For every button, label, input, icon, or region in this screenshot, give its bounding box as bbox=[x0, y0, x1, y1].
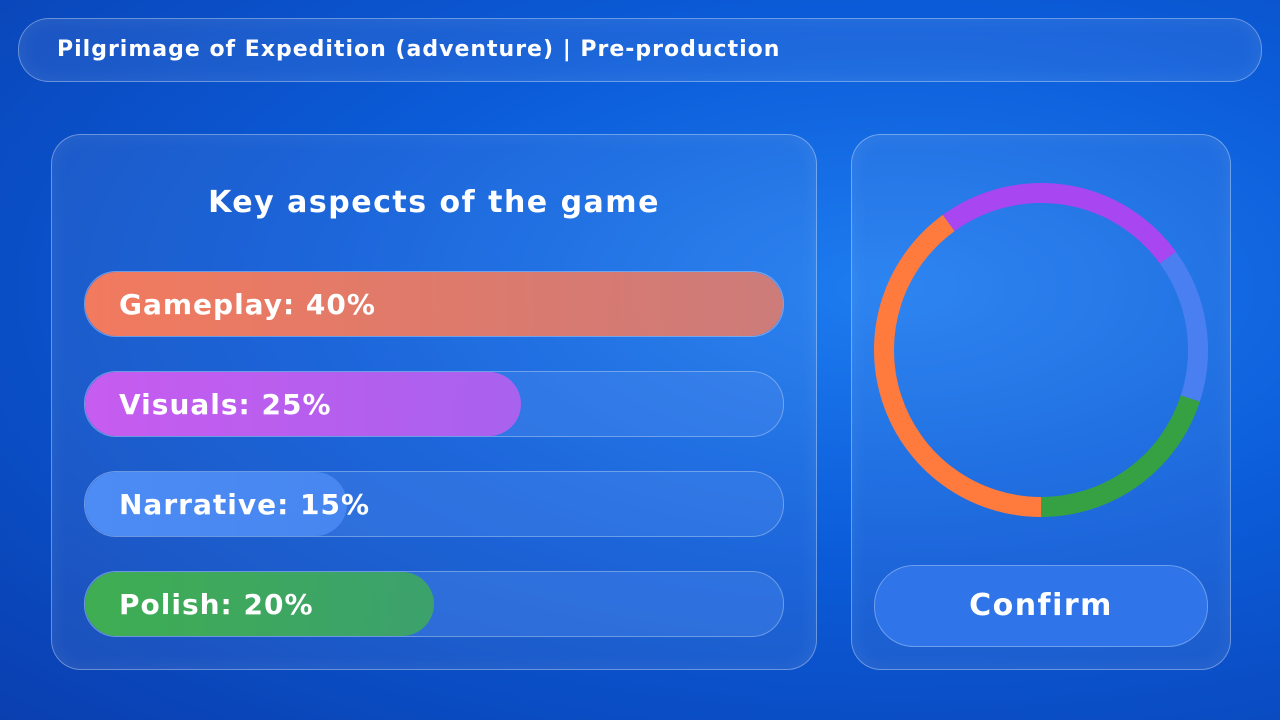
donut-segment bbox=[1159, 251, 1208, 402]
donut-chart bbox=[874, 183, 1208, 517]
bar-label: Visuals: 25% bbox=[119, 388, 332, 421]
bar-fill bbox=[85, 272, 783, 336]
donut-segment bbox=[1040, 395, 1200, 517]
bar-track: Polish: 20% bbox=[84, 571, 784, 637]
bar-fill bbox=[85, 372, 522, 436]
bar-label: Polish: 20% bbox=[119, 588, 314, 621]
confirm-button[interactable]: Confirm bbox=[874, 565, 1208, 647]
panel-title: Key aspects of the game bbox=[208, 185, 660, 220]
donut-segment bbox=[942, 183, 1177, 264]
header: Pilgrimage of Expedition (adventure) | P… bbox=[18, 18, 1262, 82]
bar-label: Gameplay: 40% bbox=[119, 288, 376, 321]
bar-label: Narrative: 15% bbox=[119, 488, 371, 521]
bar-track: Gameplay: 40% bbox=[84, 271, 784, 337]
summary-panel: Confirm bbox=[851, 134, 1231, 670]
header-title: Pilgrimage of Expedition (adventure) | P… bbox=[57, 37, 781, 62]
aspects-panel: Key aspects of the game Gameplay: 40% Vis… bbox=[51, 134, 817, 670]
bar-track: Narrative: 15% bbox=[84, 471, 784, 537]
bar-fill bbox=[85, 572, 434, 636]
donut-segment bbox=[874, 214, 1042, 517]
bar-track: Visuals: 25% bbox=[84, 371, 784, 437]
bar-fill bbox=[85, 472, 347, 536]
